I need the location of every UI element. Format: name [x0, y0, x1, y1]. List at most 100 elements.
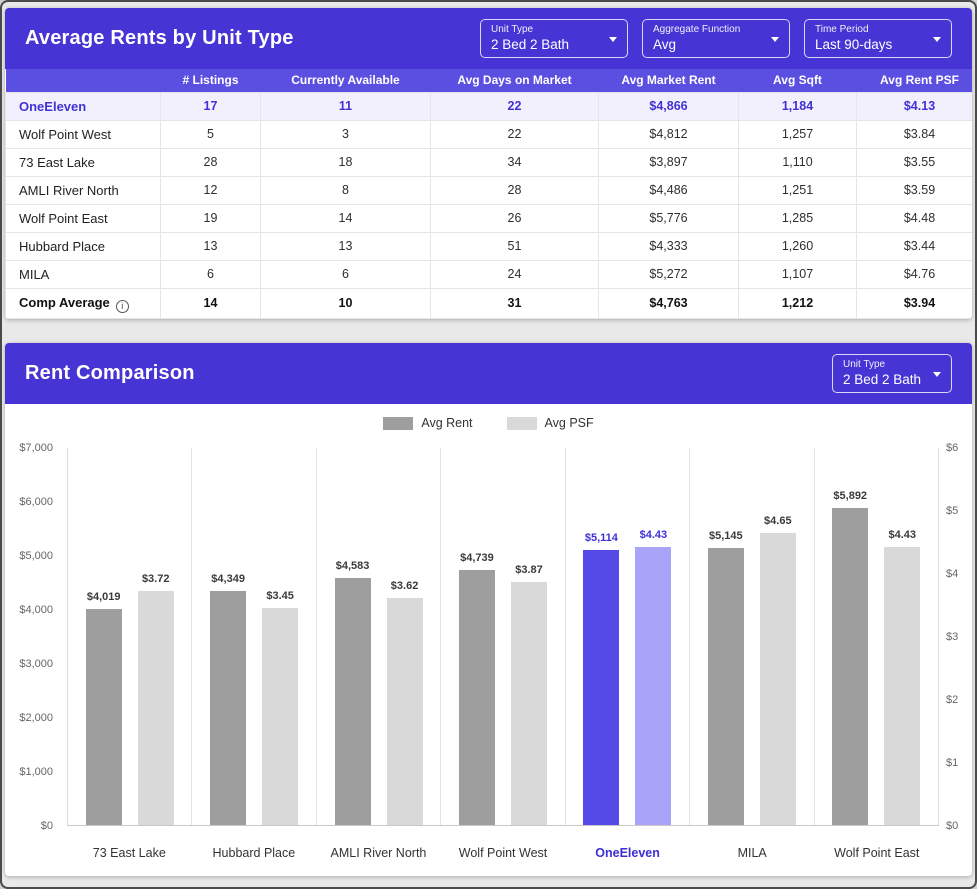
table-row-hubbard-place[interactable]: Hubbard Place 13 13 51 $4,333 1,260 $3.44: [5, 232, 972, 261]
rents-table-body: OneEleven 17 11 22 $4,866 1,184 $4.13 Wolf Poin…: [5, 92, 972, 319]
column-header: [5, 69, 161, 93]
value-cell: 3: [260, 120, 431, 149]
axis-tick-label: $3,000: [19, 658, 53, 670]
value-cell: $4,763: [598, 288, 739, 319]
bar-value-label: $3.62: [390, 579, 419, 592]
bar-avg-rent[interactable]: $4,739: [458, 552, 495, 825]
value-cell: $5,776: [598, 204, 739, 233]
dropdown-value: 2 Bed 2 Bath: [843, 372, 922, 387]
bar-avg-rent[interactable]: $5,145: [707, 530, 744, 825]
bar-group-73-east-lake: $4,019 $3.72: [68, 448, 193, 825]
bar-group-wolf-point-east: $5,892 $4.43: [815, 448, 938, 825]
column-header: Currently Available: [260, 69, 431, 93]
bar-value-label: $4.43: [888, 528, 916, 541]
axis-tick-label: $6,000: [19, 496, 53, 508]
bar-avg-psf[interactable]: $3.72: [137, 573, 174, 825]
axis-tick-label: $4,000: [19, 604, 53, 616]
value-cell: 26: [430, 204, 599, 233]
bar-avg-rent[interactable]: $5,114: [583, 532, 620, 825]
value-cell: 31: [430, 288, 599, 319]
dropdown-time-period[interactable]: Time Period Last 90-days: [804, 19, 952, 58]
table-row-wolf-point-east[interactable]: Wolf Point East 19 14 26 $5,776 1,285 $4.48: [5, 204, 972, 233]
category-label-73-east-lake: 73 East Lake: [92, 846, 166, 860]
value-cell: $4,866: [598, 92, 739, 121]
axis-tick-label: $7,000: [19, 442, 53, 454]
table-row-wolf-point-west[interactable]: Wolf Point West 5 3 22 $4,812 1,257 $3.84: [5, 120, 972, 149]
dropdown-value: Avg: [653, 37, 677, 52]
dropdown-unit-type[interactable]: Unit Type 2 Bed 2 Bath: [480, 19, 628, 58]
comparison-controls: Unit Type 2 Bed 2 Bath: [832, 354, 952, 393]
bar-avg-rent[interactable]: $5,892: [832, 490, 869, 825]
average-rents-title: Average Rents by Unit Type: [25, 27, 294, 49]
info-icon[interactable]: i: [115, 300, 129, 313]
value-cell: $4.13: [856, 92, 972, 121]
value-cell: $4,486: [598, 176, 739, 205]
value-cell: 10: [260, 288, 431, 319]
chevron-down-icon: [609, 36, 617, 42]
bar-avg-rent[interactable]: $4,019: [85, 591, 122, 825]
legend-item-avg-psf[interactable]: Avg PSF: [506, 416, 594, 430]
left-axis: $7,000 $6,000 $5,000 $4,000 $3,000 $2,000 $1,0…: [5, 442, 61, 832]
dropdown-aggregate-function[interactable]: Aggregate Function Avg: [642, 19, 790, 58]
value-cell: $5,272: [598, 260, 739, 289]
rent-comparison-chart: Avg Rent Avg PSF $7,000 $6,000 $5,000 $4,000…: [5, 404, 972, 876]
value-cell: 1,285: [738, 204, 857, 233]
bar-avg-psf[interactable]: $4.65: [759, 515, 796, 825]
chevron-down-icon: [771, 36, 779, 42]
value-cell: 22: [430, 120, 599, 149]
property-name-cell: Wolf Point West: [5, 120, 161, 149]
chart-legend: Avg Rent Avg PSF: [5, 416, 972, 430]
average-rents-header: Average Rents by Unit Type Unit Type 2 Be…: [5, 8, 972, 69]
dropdown-value: Last 90-days: [815, 37, 893, 52]
bar-avg-psf[interactable]: $3.87: [510, 564, 547, 825]
dropdown-unit-type[interactable]: Unit Type 2 Bed 2 Bath: [832, 354, 952, 393]
axis-tick-label: $0: [946, 820, 959, 832]
table-row-mila[interactable]: MILA 6 6 24 $5,272 1,107 $4.76: [5, 260, 972, 289]
bar-value-label: $3.87: [515, 563, 543, 576]
comp-average-label: Comp Average: [19, 295, 110, 310]
bar-avg-psf[interactable]: $4.43: [635, 529, 672, 825]
table-row-oneeleven[interactable]: OneEleven 17 11 22 $4,866 1,184 $4.13: [5, 92, 972, 121]
bar-avg-rent[interactable]: $4,349: [210, 573, 247, 825]
bar-avg-psf[interactable]: $3.45: [262, 590, 299, 825]
bar-avg-rent[interactable]: $4,583: [334, 560, 371, 825]
axis-tick-label: $2: [946, 694, 959, 706]
bar-value-label: $3.72: [141, 573, 170, 586]
table-row-comp-average[interactable]: Comp Average i 14 10 31 $4,763 1,212 $3.94: [5, 288, 972, 319]
dropdown-label: Time Period: [815, 24, 869, 35]
value-cell: 14: [160, 288, 261, 319]
axis-tick-label: $5: [946, 505, 959, 517]
property-name-cell: Hubbard Place: [5, 232, 161, 261]
axis-tick-label: $5,000: [19, 550, 53, 562]
right-axis: $6 $5 $4 $3 $2 $1 $0: [940, 442, 972, 832]
plot-area: $4,019 $3.72 $4,349 $3.45 $4,583 $3.62 $4,739 $…: [67, 448, 939, 826]
axis-tick-label: $0: [40, 820, 53, 832]
value-cell: 1,260: [738, 232, 857, 261]
value-cell: $3.44: [856, 232, 972, 261]
category-label-wolf-point-east: Wolf Point East: [834, 846, 920, 860]
bar-group-hubbard-place: $4,349 $3.45: [192, 448, 317, 825]
x-axis-labels: 73 East Lake Hubbard Place AMLI River Nort…: [67, 846, 939, 860]
column-header: # Listings: [160, 69, 261, 93]
bar-group-amli-river-north: $4,583 $3.62: [317, 448, 442, 825]
bar-avg-psf[interactable]: $3.62: [386, 580, 423, 825]
value-cell: $3,897: [598, 148, 739, 177]
table-row-amli-river-north[interactable]: AMLI River North 12 8 28 $4,486 1,251 $3.59: [5, 176, 972, 205]
value-cell: 18: [260, 148, 431, 177]
bar-avg-psf[interactable]: $4.43: [884, 529, 921, 825]
axis-tick-label: $3: [946, 631, 959, 643]
column-header: Avg Days on Market: [430, 69, 599, 93]
category-label-wolf-point-west: Wolf Point West: [458, 846, 548, 860]
legend-item-avg-rent[interactable]: Avg Rent: [383, 416, 473, 430]
rents-table-head-row: # Listings Currently Available Avg Days on…: [5, 69, 972, 93]
bar-group-wolf-point-west: $4,739 $3.87: [441, 448, 566, 825]
bar-value-label: $4,349: [211, 572, 245, 585]
dropdown-label: Unit Type: [843, 359, 886, 370]
table-row-73-east-lake[interactable]: 73 East Lake 28 18 34 $3,897 1,110 $3.55: [5, 148, 972, 177]
value-cell: 8: [260, 176, 431, 205]
property-name-cell: AMLI River North: [5, 176, 161, 205]
value-cell: 1,110: [738, 148, 857, 177]
dropdown-label: Unit Type: [491, 24, 534, 35]
bar-value-label: $4,019: [86, 590, 121, 603]
average-rents-card: Average Rents by Unit Type Unit Type 2 Be…: [5, 8, 972, 319]
